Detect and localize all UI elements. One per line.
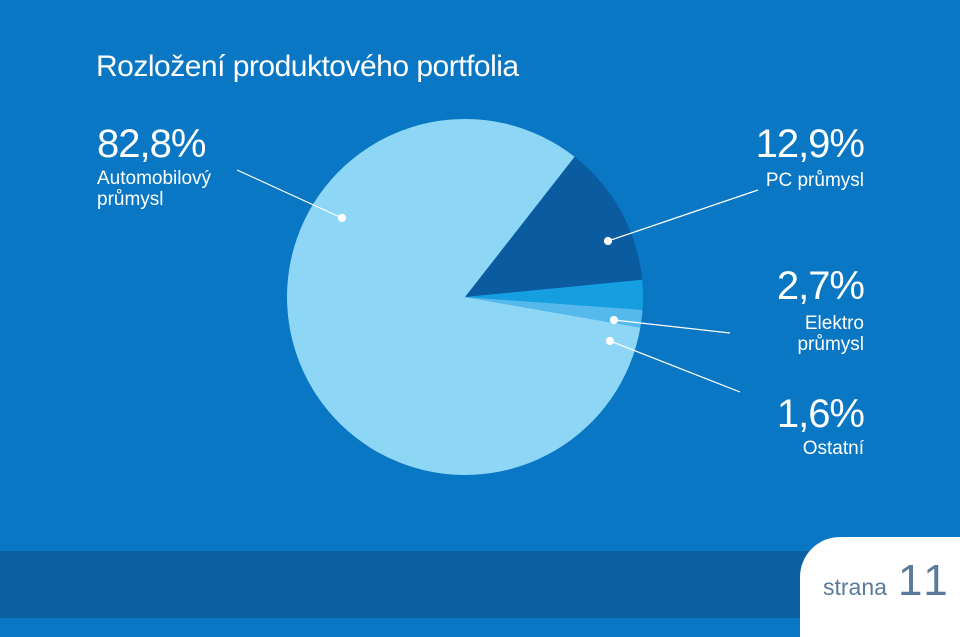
leader-line-elektro	[613, 319, 731, 334]
slice-elektro	[465, 279, 643, 310]
leader-dot-auto	[337, 213, 347, 223]
ostatni-percent: 1,6%	[776, 392, 865, 436]
leader-dot-ostatni	[605, 336, 615, 346]
page-word: strana	[823, 574, 887, 600]
leader-dot-pc	[603, 236, 613, 246]
leader-line-auto	[236, 169, 343, 219]
pc-label: PC průmysl	[765, 170, 864, 191]
leader-line-ostatni	[609, 340, 741, 393]
slice-pc	[465, 156, 643, 297]
auto-label-line2: průmysl	[97, 189, 164, 210]
auto-label-line1: Automobilový	[97, 168, 212, 189]
leader-line-pc	[607, 189, 759, 242]
elektro-percent: 2,7%	[776, 264, 865, 308]
ostatni-label: Ostatní	[802, 438, 864, 459]
page-number: 11	[898, 556, 952, 605]
slice-automobilovy	[287, 118, 641, 475]
pie-chart	[236, 118, 759, 475]
elektro-label-line2: průmysl	[797, 334, 864, 355]
leader-dot-elektro	[609, 315, 619, 325]
pc-percent: 12,9%	[755, 122, 865, 166]
slice-ostatni	[465, 297, 643, 328]
elektro-label-line1: Elektro	[804, 313, 864, 334]
page-title: Rozložení produktového portfolia	[96, 50, 519, 83]
auto-percent: 82,8%	[97, 122, 206, 166]
